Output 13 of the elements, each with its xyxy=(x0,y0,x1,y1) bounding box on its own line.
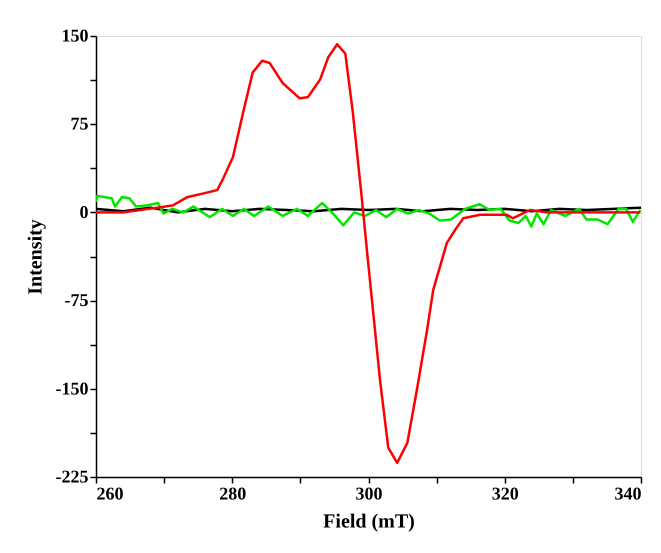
y-tick-label: -75 xyxy=(64,290,88,310)
x-tick-label: 300 xyxy=(356,484,382,504)
x-axis-title: Field (mT) xyxy=(323,510,415,532)
x-tick-label: 280 xyxy=(219,484,246,504)
y-tick-label: 0 xyxy=(80,202,88,222)
y-tick-label: 150 xyxy=(62,26,88,46)
y-tick-label: -225 xyxy=(56,466,88,486)
y-axis-title: Intensity xyxy=(24,219,47,295)
x-tick-label: 260 xyxy=(96,484,124,504)
x-tick-label: 320 xyxy=(492,484,519,504)
y-tick-label: -150 xyxy=(56,378,88,398)
y-tick-label: 75 xyxy=(70,114,88,134)
x-tick-label: 340 xyxy=(614,484,642,504)
